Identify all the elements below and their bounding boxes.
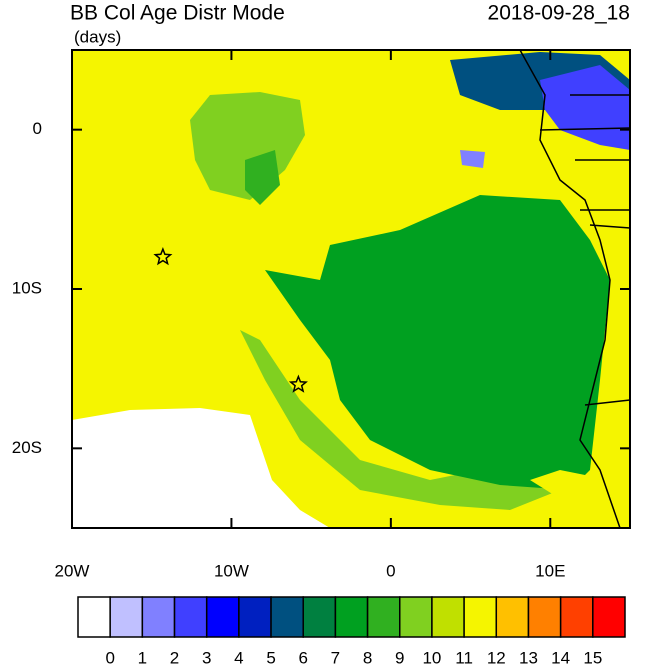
x-tick-label: 20W xyxy=(55,561,90,580)
colorbar-box xyxy=(366,596,401,638)
y-tick-label: 10S xyxy=(12,278,42,297)
field-white xyxy=(72,408,330,528)
colorbar-label: 11 xyxy=(455,648,473,667)
colorbar-label: 0 xyxy=(105,648,114,667)
colorbar-label: 13 xyxy=(519,648,538,667)
colorbar-label: 1 xyxy=(138,648,147,667)
field-yellow3 xyxy=(600,465,630,528)
colorbar-box xyxy=(205,596,240,638)
field-darkgreen xyxy=(265,195,610,490)
colorbar-label: 10 xyxy=(422,648,441,667)
map-field xyxy=(72,50,630,528)
coastline xyxy=(519,50,630,528)
colorbar-label: 4 xyxy=(234,648,243,667)
x-tick-label: 0 xyxy=(386,561,395,580)
colorbar-box xyxy=(463,596,498,638)
colorbar-label: 8 xyxy=(363,648,372,667)
colorbar-label: 12 xyxy=(487,648,506,667)
colorbar-box xyxy=(302,596,337,638)
field-yellow2 xyxy=(530,470,605,505)
colorbar-box xyxy=(399,596,433,638)
star-marker xyxy=(153,247,173,266)
field-band xyxy=(240,330,560,510)
x-tick-label: 10E xyxy=(535,561,565,580)
colorbar-label: 6 xyxy=(299,648,308,667)
colorbar-box xyxy=(527,596,562,638)
title: BB Col Age Distr Mode xyxy=(70,2,285,25)
colorbar-box xyxy=(173,596,208,638)
colorbar-box xyxy=(270,596,304,638)
colorbar-label: 7 xyxy=(331,648,340,667)
colorbar-box xyxy=(495,596,530,638)
colorbar-box xyxy=(141,596,176,638)
colorbar-box xyxy=(238,596,272,638)
colorbar-label: 3 xyxy=(202,648,211,667)
colorbar-label: 9 xyxy=(395,648,404,667)
colorbar-label: 15 xyxy=(583,648,602,667)
colorbar-box xyxy=(334,596,369,638)
field-green xyxy=(245,150,280,205)
star-marker xyxy=(288,374,308,393)
units: (days) xyxy=(74,27,121,46)
y-tick-label: 20S xyxy=(12,438,42,457)
colorbar-label: 5 xyxy=(266,648,275,667)
colorbar-box xyxy=(77,596,111,638)
date: 2018-09-28_18 xyxy=(488,2,630,25)
field-lavender xyxy=(460,150,485,168)
x-tick-label: 10W xyxy=(214,561,249,580)
colorbar-box xyxy=(431,596,465,638)
colorbar-box xyxy=(592,596,626,638)
colorbar-box xyxy=(559,596,594,638)
y-tick-label: 0 xyxy=(33,119,42,138)
colorbar-label: 2 xyxy=(170,648,179,667)
colorbar-box xyxy=(109,596,144,638)
colorbar-label: 14 xyxy=(551,648,570,667)
